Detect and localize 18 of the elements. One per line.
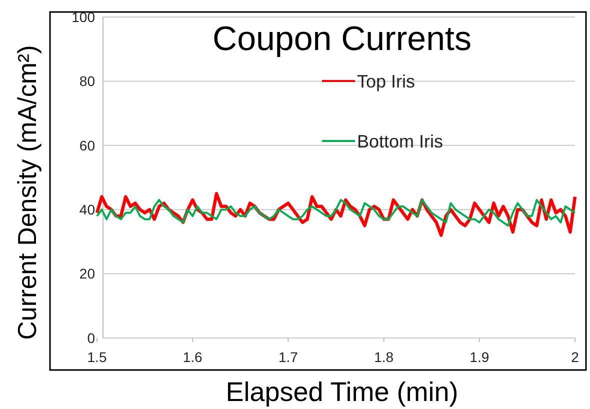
y-tick-label: 40 [79,202,96,218]
x-tick-label: 1.6 [182,349,203,365]
y-tick-label: 80 [79,73,96,90]
legend-label: Top Iris [357,71,416,92]
x-tick-label: 1.8 [374,349,394,365]
x-tick-label: 1.7 [278,349,298,365]
y-tick-label: 100 [72,8,96,25]
x-tick-label: 1.5 [87,349,107,365]
y-tick-label: 60 [79,137,96,154]
y-tick-label: 0 [87,330,96,346]
y-axis-title: Current Density (mA/cm²) [12,45,42,340]
x-tick-label: 2 [571,349,580,365]
x-tick-label: 1.9 [470,349,490,365]
chart-title: Coupon Currents [212,20,472,58]
x-axis-title: Elapsed Time (min) [226,377,458,407]
line-series [96,198,576,227]
legend-label: Bottom Iris [357,131,444,152]
y-tick-label: 20 [79,266,96,282]
